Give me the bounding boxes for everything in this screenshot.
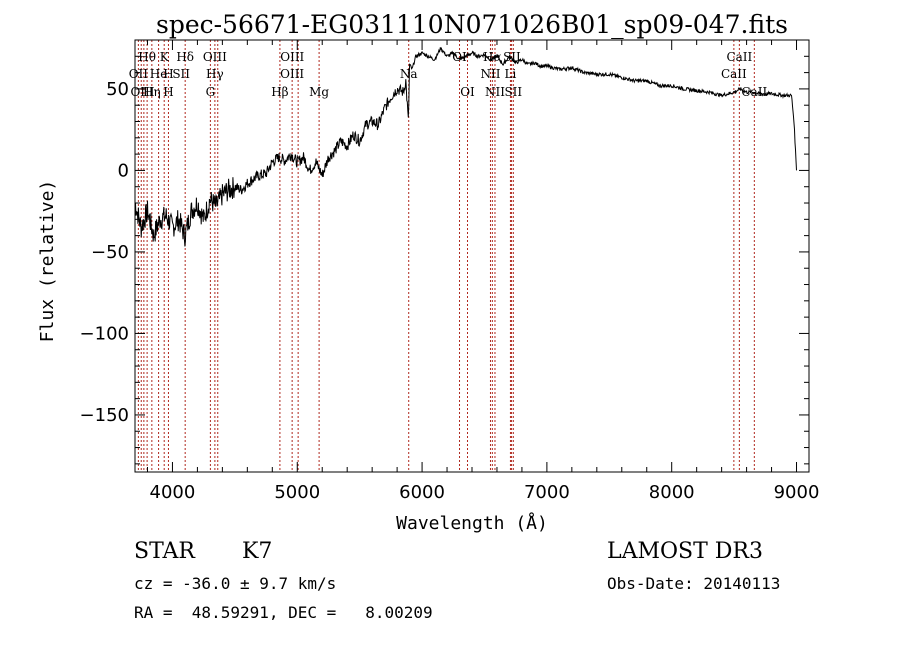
line-label: H — [163, 67, 173, 81]
line-label: OIII — [203, 50, 227, 64]
line-label: Hδ — [176, 50, 194, 64]
x-tick-label: 9000 — [774, 482, 820, 503]
line-label: NII — [485, 85, 505, 99]
line-label: He — [150, 67, 168, 81]
line-label: CaII — [721, 67, 747, 81]
line-label: SII — [172, 67, 190, 81]
redshift-text: cz = -36.0 ± 9.7 km/s — [134, 574, 337, 593]
line-label: Na — [400, 67, 418, 81]
plot-frame — [134, 39, 810, 473]
line-label: CaII — [741, 85, 767, 99]
line-label: Hη — [143, 85, 161, 99]
y-tick-label: −100 — [80, 323, 129, 344]
y-tick-label: −50 — [91, 242, 129, 263]
y-tick-label: −150 — [80, 405, 129, 426]
line-label: CaII — [726, 50, 752, 64]
line-label: Hα — [483, 50, 502, 64]
y-tick-label: 50 — [106, 79, 129, 100]
line-label: OII — [129, 67, 149, 81]
object-class: STAR — [134, 539, 195, 564]
line-label: Hβ — [271, 85, 288, 99]
line-label: NII — [480, 67, 500, 81]
x-axis: 4000 5000 6000 7000 8000 9000 — [146, 40, 820, 503]
coordinates-text: RA = 48.59291, DEC = 8.00209 — [134, 603, 433, 622]
line-label: G — [206, 85, 216, 99]
line-label: OI — [460, 85, 475, 99]
x-tick-label: 6000 — [399, 482, 445, 503]
y-tick-label: 0 — [118, 160, 129, 181]
line-label: Hγ — [206, 67, 224, 81]
object-subclass: K7 — [242, 539, 273, 564]
spectrum-series — [134, 47, 797, 247]
x-tick-label: 4000 — [150, 482, 196, 503]
line-markers — [137, 40, 755, 472]
line-label: Mg — [309, 85, 329, 99]
x-tick-label: 7000 — [524, 482, 570, 503]
line-label: SII — [503, 50, 521, 64]
line-label: OIII — [280, 50, 304, 64]
x-tick-label: 8000 — [649, 482, 695, 503]
x-tick-label: 5000 — [274, 482, 320, 503]
line-label: Hθ — [138, 50, 156, 64]
obs-date: Obs-Date: 20140113 — [607, 574, 781, 593]
y-axis: −150 −100 −50 0 50 — [80, 39, 809, 465]
line-label: SII — [504, 85, 522, 99]
spectrum-line — [134, 47, 797, 247]
line-label: H — [163, 85, 173, 99]
line-label: Li — [505, 67, 517, 81]
line-label: OIII — [280, 67, 304, 81]
y-axis-label: Flux (relative) — [37, 180, 58, 343]
survey-name: LAMOST DR3 — [607, 539, 763, 564]
line-label: K — [160, 50, 170, 64]
x-axis-label: Wavelength (Å) — [396, 512, 548, 534]
line-label: OI — [452, 50, 467, 64]
chart-title: spec-56671-EG031110N071026B01_sp09-047.f… — [156, 10, 788, 39]
